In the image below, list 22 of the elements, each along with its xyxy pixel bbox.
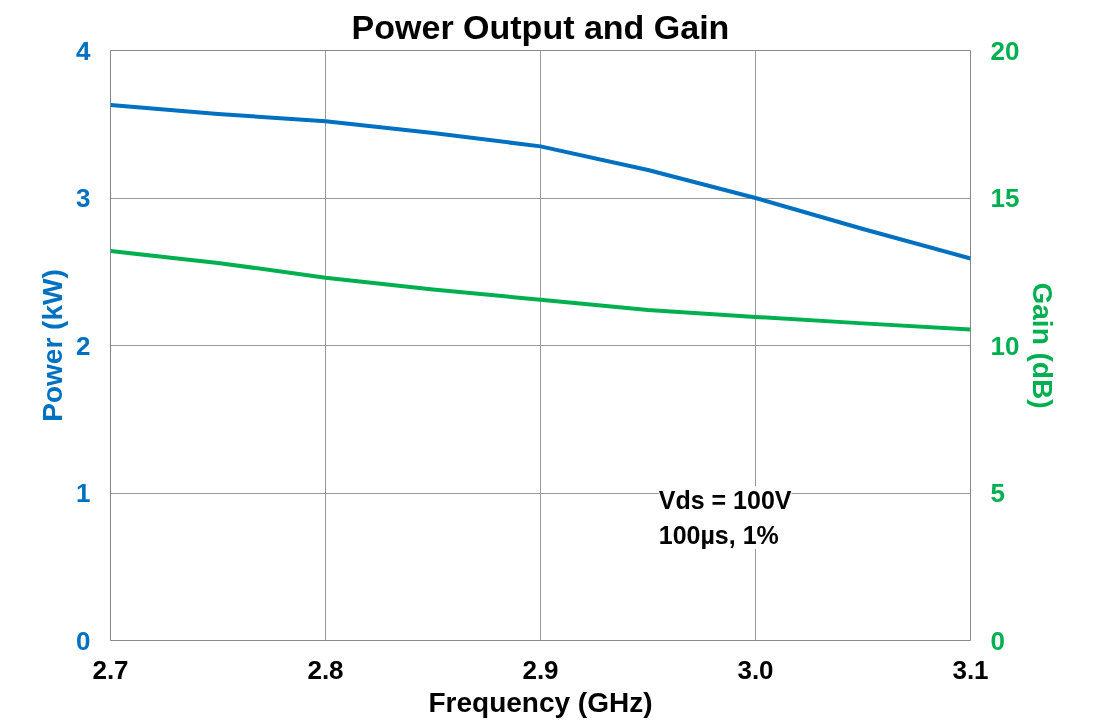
y-tick-label: 0 bbox=[76, 625, 91, 656]
annotation: Vds = 100V 100µs, 1% bbox=[658, 486, 792, 550]
y2-tick-label: 15 bbox=[990, 183, 1020, 213]
x-tick-label: 2.7 bbox=[92, 654, 129, 685]
y2-tick-label: 10 bbox=[990, 330, 1020, 361]
x-tick-label: 2.9 bbox=[522, 654, 559, 685]
x-axis-title: Frequency (GHz) bbox=[428, 686, 653, 718]
y-tick-label: 4 bbox=[76, 35, 92, 66]
y2-tick-label: 0 bbox=[990, 625, 1005, 656]
y2-tick-label: 20 bbox=[990, 35, 1020, 66]
chart-title: Power Output and Gain bbox=[351, 7, 730, 46]
line-series bbox=[110, 103, 971, 261]
x-tick-label: 3.0 bbox=[737, 654, 774, 685]
x-tick-label: 2.8 bbox=[307, 654, 344, 685]
y-axis-title: Power (kW) bbox=[37, 269, 69, 422]
y2-axis-title: Gain (dB) bbox=[1027, 282, 1059, 409]
y-tick-label: 3 bbox=[76, 183, 91, 213]
y-tick-label: 1 bbox=[76, 478, 91, 508]
y-tick-label: 2 bbox=[76, 330, 91, 361]
line-series bbox=[110, 249, 971, 332]
y2-tick-label: 5 bbox=[990, 478, 1005, 508]
x-tick-label: 3.1 bbox=[952, 654, 989, 685]
